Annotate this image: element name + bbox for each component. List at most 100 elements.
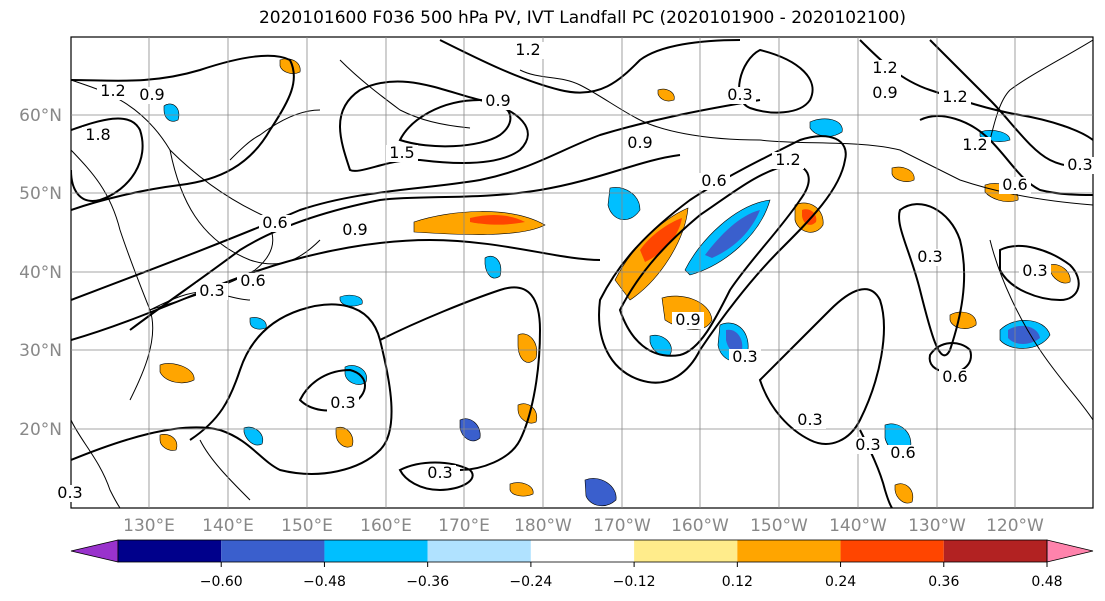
colorbar-tick-label: −0.48 [303,574,346,590]
contour-label-bg [97,83,129,100]
contour-label: 1.5 [389,143,414,162]
contour-label-bg [624,135,656,152]
patch [584,478,617,507]
colorbar-segment [427,540,531,562]
latitude-labels: 60°N 50°N 40°N 30°N 20°N [19,106,62,440]
lon-label: 140°E [202,516,254,536]
lon-label: 120°W [986,516,1044,536]
contour-label: 0.9 [675,310,700,329]
contour-label: 0.6 [1002,175,1027,194]
patch [1049,264,1071,284]
colorbar-tick-label: 0.36 [928,574,959,590]
colorbar-tick-label: 0.48 [1031,574,1062,590]
contour-label: 0.6 [890,443,915,462]
lat-label: 30°N [19,341,62,361]
lon-label: 150°W [750,516,808,536]
colorbar-segment [324,540,428,562]
longitude-labels: 130°E 140°E 150°E 160°E 170°E 180°W 170°W 160°W… [123,516,1044,536]
lat-label: 50°N [19,184,62,204]
contour-label: 0.3 [1067,155,1092,174]
colorbar-segment [943,540,1047,562]
contour-label: 0.6 [262,213,287,232]
colorbar-tick-label: −0.36 [406,574,449,590]
lon-label: 150°E [281,516,333,536]
lon-label: 140°W [829,516,887,536]
colorbar-tick-label: −0.24 [509,574,552,590]
contour-label: 0.3 [427,463,452,482]
patch [335,426,354,448]
contour-label: 1.2 [942,87,967,106]
lon-label: 170°W [593,516,651,536]
colorbar-segment [634,540,738,562]
lon-label: 180°W [514,516,572,536]
contour-label: 1.2 [872,58,897,77]
contour-label: 0.3 [797,410,822,429]
contour-label: 0.9 [139,85,164,104]
colorbar-arrow-right [1046,539,1094,563]
contour-label-bg [887,445,919,462]
contour-label-bg [54,485,86,502]
colorbar-segment [221,540,325,562]
contour-label: 0.6 [701,171,726,190]
patch [726,329,743,352]
contour-label: 0.9 [342,220,367,239]
contour-label-bg [939,89,971,106]
patch [484,256,502,279]
contour-label-bg [1019,263,1051,280]
lon-label: 160°W [671,516,729,536]
patch [891,166,915,182]
patch [470,214,525,225]
lon-label: 130°E [123,516,175,536]
patch [249,317,267,330]
contour-label: 0.3 [330,393,355,412]
colorbar-segment [530,540,635,562]
lat-label: 40°N [19,263,62,283]
colorbar-tick-label: −0.60 [200,574,243,590]
contour-label-bg [869,85,901,102]
patch [339,294,363,307]
patch [640,218,682,262]
contour-label-bg [914,249,946,266]
contour-label-bg [424,465,456,482]
contour-label: 0.3 [57,483,82,502]
lon-label: 160°E [360,516,412,536]
contour-label-bg [259,215,291,232]
contour-label: 1.8 [85,125,110,144]
contour-label-bg [82,127,114,144]
contour-label: 1.2 [775,150,800,169]
contour-label-bg [339,222,371,239]
pv-contours [71,39,1093,508]
patch [509,482,534,497]
contour-label: 0.6 [240,271,265,290]
contour-label-bg [237,273,269,290]
colorbar [70,539,1094,563]
colorbar-tick-label: −0.12 [613,574,656,590]
contour-label: 1.2 [962,135,987,154]
patch [459,418,481,442]
contour-label-bg [672,312,704,329]
contour-label: 0.3 [855,435,880,454]
contour-label-bg [959,137,991,154]
patch [159,363,195,384]
contour-label: 0.9 [485,91,510,110]
contour-label: 0.3 [199,281,224,300]
patch [657,88,675,102]
colorbar-tick-label: 0.12 [722,574,753,590]
contour-label-bg [386,145,418,162]
contour-label: 0.3 [1022,261,1047,280]
colorbar-ticks: −0.60 −0.48 −0.36 −0.24 −0.12 0.12 0.24 0.36 0.4… [200,562,1063,590]
contour-label: 1.2 [515,40,540,59]
contour-labels: 1.2 0.9 1.2 0.9 1.8 1.5 0.6 0.9 0.6 0.3 0.3 0.3 0.3 0… [54,40,1096,502]
patch [705,210,760,258]
colorbar-tick-label: 0.24 [825,574,856,590]
graticule [71,37,1093,508]
contour-label-bg [729,349,761,366]
contour-label: 0.3 [732,347,757,366]
colorbar-frame [117,539,1048,563]
contour-label-bg [327,395,359,412]
contour-label-bg [794,412,826,429]
contour-label-bg [698,173,730,190]
colorbar-segment [737,540,841,562]
lat-label: 20°N [19,420,62,440]
contour-label: 0.9 [627,133,652,152]
